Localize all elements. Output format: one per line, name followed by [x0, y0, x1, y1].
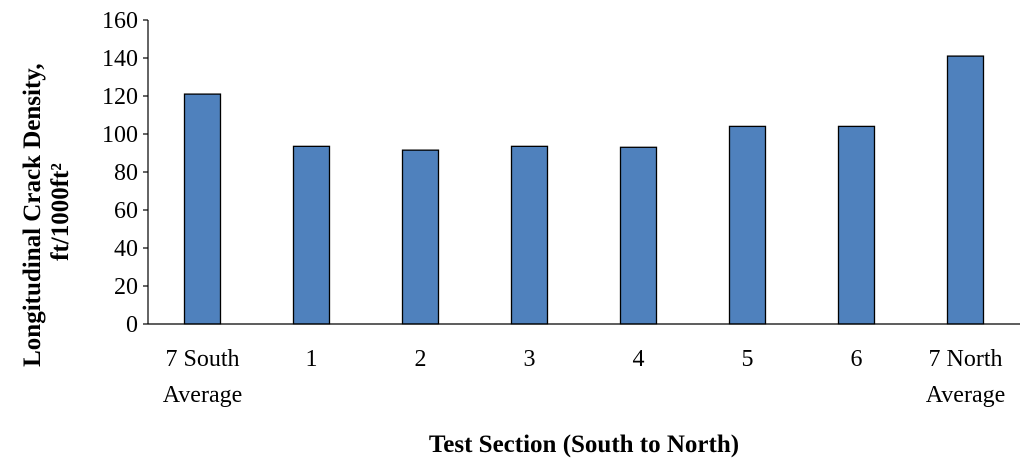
- y-tick-label: 120: [102, 84, 138, 110]
- y-tick-label: 140: [102, 46, 138, 72]
- x-tick-label: 3: [524, 346, 536, 372]
- bar: [837, 125, 876, 325]
- x-tick-labels: 7 South Average 1 2 3 4 5 6 7 North Average: [163, 346, 1006, 408]
- bar: [292, 145, 331, 325]
- y-tick-label: 20: [114, 274, 138, 300]
- x-tick-label-line: Average: [163, 382, 243, 408]
- bar: [946, 55, 985, 325]
- bar: [510, 145, 549, 325]
- x-tick-label-line: 5: [742, 346, 754, 372]
- y-axis-title-line-1: Longitudinal Crack Density,: [19, 63, 46, 367]
- bars-group: [183, 55, 985, 325]
- x-tick-label-line: 1: [306, 346, 318, 372]
- y-tick-label: 40: [114, 236, 138, 262]
- y-tick-label: 160: [102, 8, 138, 34]
- x-tick-label: 5: [742, 346, 754, 372]
- x-tick-label: 7 North Average: [926, 346, 1006, 408]
- x-tick-label: 1: [306, 346, 318, 372]
- bar: [183, 93, 222, 325]
- y-tick-label: 0: [126, 312, 138, 338]
- x-tick-label: 6: [851, 346, 863, 372]
- x-tick-label-line: 7 North: [929, 346, 1003, 372]
- x-tick-label-line: 3: [524, 346, 536, 372]
- x-tick-label-line: 4: [633, 346, 645, 372]
- y-axis-title-line-2: ft/1000ft²: [47, 163, 74, 261]
- x-axis-title: Test Section (South to North): [429, 431, 739, 458]
- x-tick-label-line: 7 South: [165, 346, 239, 372]
- bar: [728, 125, 767, 325]
- y-axis-title: Longitudinal Crack Density, ft/1000ft²: [19, 57, 74, 367]
- y-tick-label: 60: [114, 198, 138, 224]
- x-tick-label: 4: [633, 346, 645, 372]
- x-tick-label-line: 2: [415, 346, 427, 372]
- y-tick-label: 80: [114, 160, 138, 186]
- x-tick-label-line: Average: [926, 382, 1006, 408]
- x-tick-label: 2: [415, 346, 427, 372]
- y-tick-label: 100: [102, 122, 138, 148]
- bar: [619, 146, 658, 325]
- bar: [401, 149, 440, 325]
- y-tick-labels: 0 20 40 60 80 100 120 140 160: [102, 8, 148, 338]
- x-tick-label: 7 South Average: [163, 346, 243, 408]
- x-tick-label-line: 6: [851, 346, 863, 372]
